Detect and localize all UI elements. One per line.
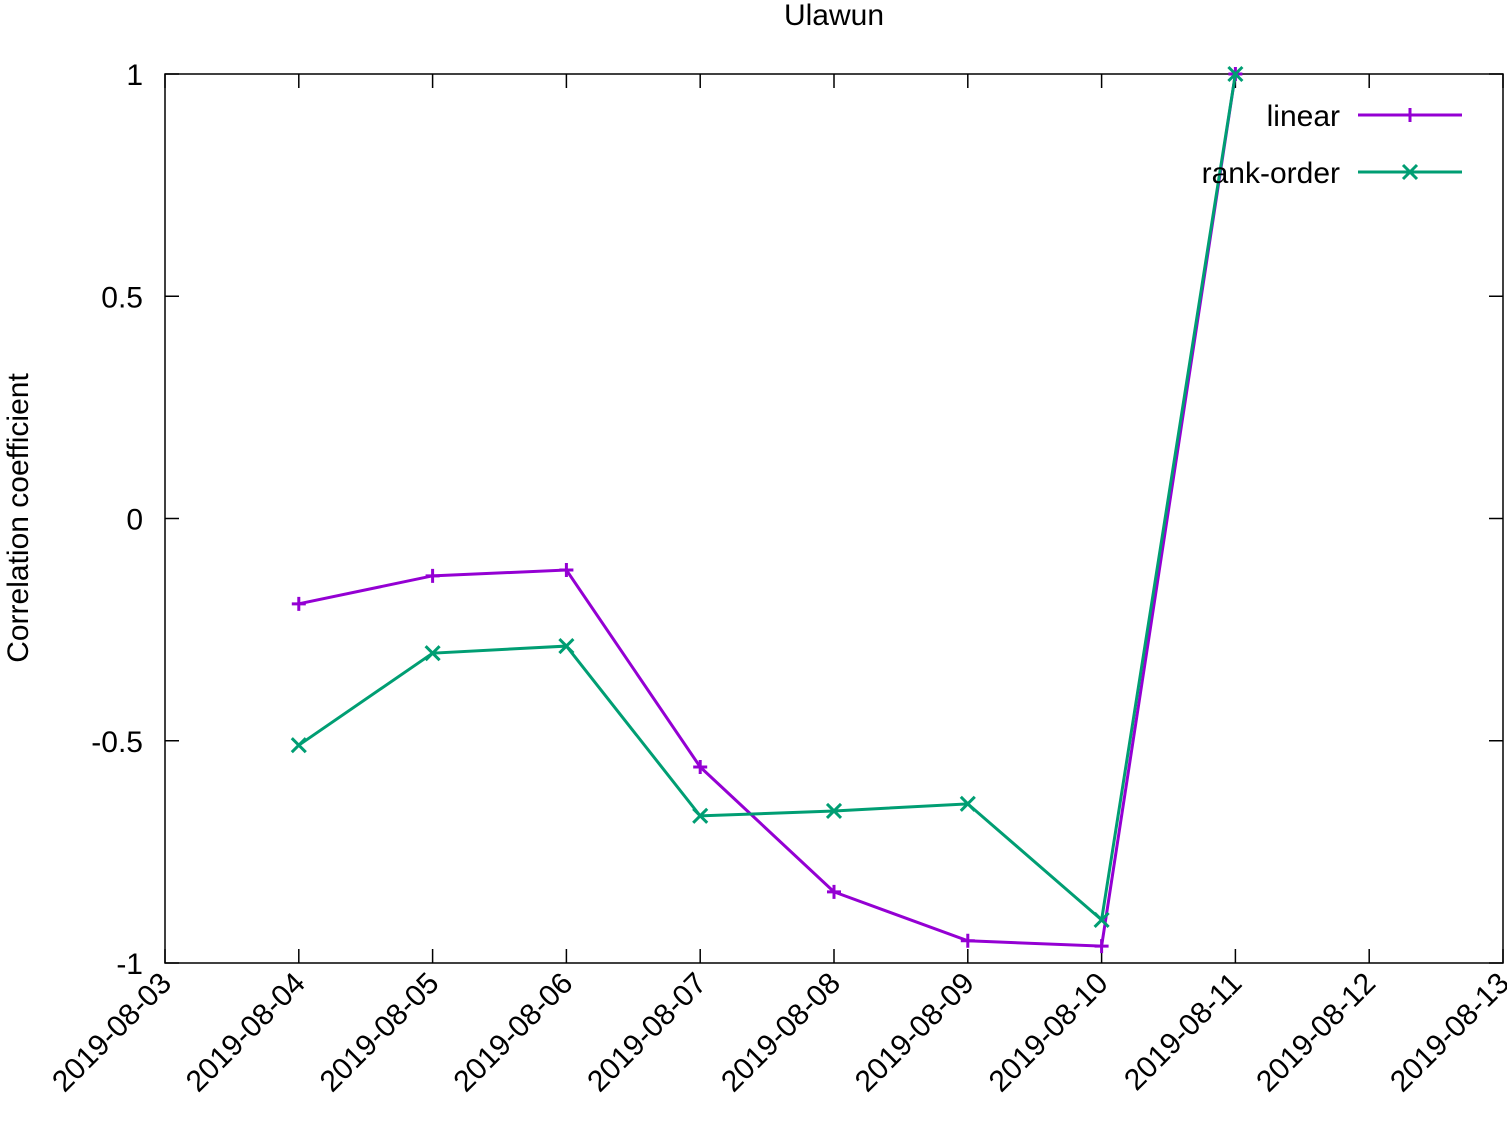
data-point <box>559 563 574 578</box>
x-tick-label: 2019-08-08 <box>715 967 847 1099</box>
data-point <box>825 802 843 820</box>
data-point <box>291 596 306 611</box>
x-tick-label: 2019-08-13 <box>1384 967 1507 1099</box>
y-tick-label: -1 <box>116 948 143 981</box>
y-tick-label: 1 <box>126 59 143 92</box>
x-tick-label: 2019-08-06 <box>447 967 579 1099</box>
y-tick-label: -0.5 <box>91 726 143 759</box>
x-tick-label: 2019-08-10 <box>983 967 1115 1099</box>
x-tick-label: 2019-08-03 <box>46 967 178 1099</box>
plot-frame <box>164 73 1504 964</box>
data-point <box>424 645 441 662</box>
y-tick-label: 0 <box>126 504 143 537</box>
x-tick-label: 2019-08-07 <box>581 967 713 1099</box>
data-point <box>1093 911 1110 928</box>
y-axis-label: Correlation coefficient <box>2 373 35 663</box>
data-point <box>692 807 709 824</box>
x-tick-label: 2019-08-04 <box>180 967 312 1099</box>
legend-label: rank-order <box>1202 157 1340 190</box>
data-point <box>960 933 975 948</box>
chart-title: Ulawun <box>784 0 884 32</box>
x-tick-label: 2019-08-11 <box>1118 967 1248 1097</box>
y-tick-label: 0.5 <box>101 281 143 314</box>
data-point <box>558 638 575 655</box>
data-point <box>290 737 307 754</box>
x-tick-label: 2019-08-12 <box>1250 967 1382 1099</box>
data-point <box>1227 65 1244 83</box>
data-point <box>959 795 976 812</box>
legend-label: linear <box>1267 100 1340 133</box>
series-line <box>297 73 1237 923</box>
x-tick-label: 2019-08-05 <box>314 967 446 1099</box>
x-tick-label: 2019-08-09 <box>849 967 981 1099</box>
data-point <box>693 759 708 774</box>
legend-marker <box>1401 163 1419 181</box>
data-point <box>1094 939 1109 954</box>
legend-marker <box>1403 108 1417 122</box>
data-point <box>425 568 440 583</box>
data-point <box>827 884 841 899</box>
series-line <box>298 73 1237 948</box>
